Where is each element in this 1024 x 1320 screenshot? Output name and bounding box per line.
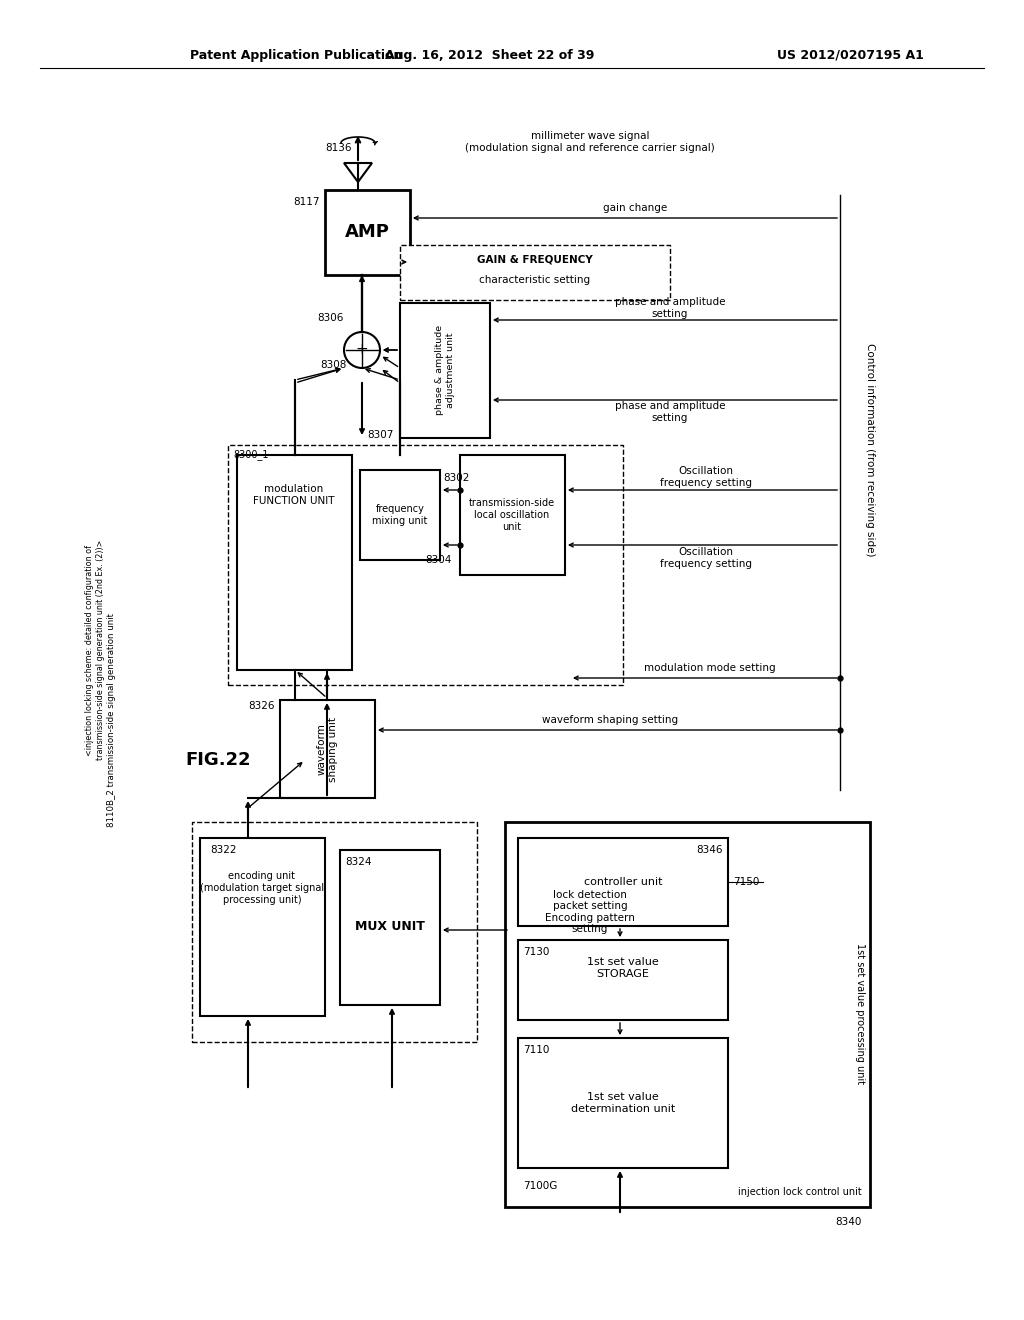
Text: 7100G: 7100G: [523, 1181, 557, 1191]
FancyBboxPatch shape: [400, 304, 490, 438]
Text: 1st set value processing unit: 1st set value processing unit: [855, 944, 865, 1085]
FancyBboxPatch shape: [400, 246, 670, 300]
Text: 7130: 7130: [523, 946, 549, 957]
FancyBboxPatch shape: [280, 700, 375, 799]
Text: Oscillation
frequency setting: Oscillation frequency setting: [660, 548, 752, 569]
Text: 8326: 8326: [249, 701, 275, 711]
Text: phase and amplitude
setting: phase and amplitude setting: [614, 297, 725, 319]
Text: gain change: gain change: [603, 203, 667, 213]
Text: US 2012/0207195 A1: US 2012/0207195 A1: [776, 49, 924, 62]
Text: 8300_1: 8300_1: [233, 449, 268, 459]
FancyBboxPatch shape: [340, 850, 440, 1005]
Text: 7110: 7110: [523, 1045, 549, 1055]
Text: 7150: 7150: [733, 876, 759, 887]
Text: Oscillation
frequency setting: Oscillation frequency setting: [660, 466, 752, 488]
Text: Patent Application Publication: Patent Application Publication: [190, 49, 402, 62]
FancyBboxPatch shape: [460, 455, 565, 576]
Text: +: +: [355, 342, 369, 358]
Text: controller unit: controller unit: [584, 876, 663, 887]
Text: Aug. 16, 2012  Sheet 22 of 39: Aug. 16, 2012 Sheet 22 of 39: [385, 49, 595, 62]
Text: millimeter wave signal
(modulation signal and reference carrier signal): millimeter wave signal (modulation signa…: [465, 131, 715, 153]
Text: modulation mode setting: modulation mode setting: [644, 663, 776, 673]
FancyBboxPatch shape: [200, 838, 325, 1016]
Text: Control information (from receiving side): Control information (from receiving side…: [865, 343, 874, 557]
Text: 1st set value
STORAGE: 1st set value STORAGE: [587, 957, 658, 979]
Text: 8110B_2 transmission-side signal generation unit: 8110B_2 transmission-side signal generat…: [108, 612, 117, 828]
Text: encoding unit
(modulation target signal
processing unit): encoding unit (modulation target signal …: [200, 871, 324, 904]
Text: frequency
mixing unit: frequency mixing unit: [373, 504, 428, 525]
FancyBboxPatch shape: [518, 838, 728, 927]
Text: 8322: 8322: [210, 845, 237, 855]
Text: 8307: 8307: [368, 430, 394, 440]
Text: AMP: AMP: [344, 223, 389, 242]
Text: 1st set value
determination unit: 1st set value determination unit: [570, 1092, 675, 1114]
Text: 8117: 8117: [294, 197, 319, 207]
Text: 8346: 8346: [696, 845, 723, 855]
Text: FIG.22: FIG.22: [185, 751, 251, 770]
Text: 8304: 8304: [426, 554, 452, 565]
Text: injection lock control unit: injection lock control unit: [738, 1187, 862, 1197]
Text: 8302: 8302: [443, 473, 469, 483]
FancyBboxPatch shape: [193, 822, 477, 1041]
Text: transmission-side
local oscillation
unit: transmission-side local oscillation unit: [469, 499, 555, 532]
Text: characteristic setting: characteristic setting: [479, 275, 591, 285]
Text: phase and amplitude
setting: phase and amplitude setting: [614, 401, 725, 422]
FancyBboxPatch shape: [518, 1038, 728, 1168]
Text: modulation
FUNCTION UNIT: modulation FUNCTION UNIT: [253, 484, 335, 506]
Text: 8308: 8308: [321, 360, 347, 370]
Text: GAIN & FREQUENCY: GAIN & FREQUENCY: [477, 255, 593, 265]
FancyBboxPatch shape: [237, 455, 352, 671]
Text: MUX UNIT: MUX UNIT: [355, 920, 425, 933]
FancyBboxPatch shape: [360, 470, 440, 560]
Text: lock detection
packet setting
Encoding pattern
setting: lock detection packet setting Encoding p…: [545, 890, 635, 935]
Text: 8306: 8306: [317, 313, 344, 323]
FancyBboxPatch shape: [505, 822, 870, 1206]
Text: 8340: 8340: [836, 1217, 862, 1228]
Text: waveform
shaping unit: waveform shaping unit: [316, 717, 338, 781]
Text: phase & amplitude
adjustment unit: phase & amplitude adjustment unit: [435, 325, 455, 414]
FancyBboxPatch shape: [518, 940, 728, 1020]
FancyBboxPatch shape: [325, 190, 410, 275]
FancyBboxPatch shape: [228, 445, 623, 685]
Text: waveform shaping setting: waveform shaping setting: [542, 715, 678, 725]
Text: 8136: 8136: [326, 143, 352, 153]
Text: 8324: 8324: [345, 857, 372, 867]
Text: <injection locking scheme: detailed configuration of
transmission-side signal ge: <injection locking scheme: detailed conf…: [85, 540, 104, 760]
